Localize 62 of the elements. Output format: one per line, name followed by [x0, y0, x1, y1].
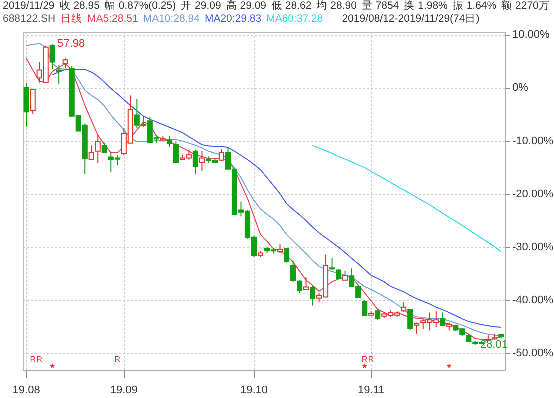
candlestick	[408, 309, 414, 331]
candlestick	[173, 141, 179, 164]
candlestick	[50, 44, 56, 70]
annotation: 28.01	[480, 339, 508, 352]
text: 开 29.09	[181, 0, 222, 13]
annotation: R	[36, 354, 43, 364]
text: 换 1.98%	[404, 0, 448, 13]
text: MA60:37.28	[266, 13, 324, 26]
candlestick	[95, 134, 101, 164]
y-tick-label: 10.00%	[512, 29, 550, 42]
candlestick	[166, 136, 172, 148]
x-tick-label: 19.08	[12, 384, 40, 396]
text: MA10:28.94	[143, 13, 200, 26]
candlestick	[414, 322, 420, 334]
candlestick	[401, 302, 407, 313]
candlestick	[304, 276, 310, 290]
text: MA5:28.51	[88, 13, 138, 26]
candlestick	[342, 270, 348, 281]
text: 日线	[60, 13, 83, 26]
candlestick	[199, 150, 205, 172]
candlestick	[375, 309, 381, 321]
text: 2019/11/29	[3, 0, 55, 13]
text: 量 7854	[362, 0, 400, 13]
y-tick-label: -10.00%	[512, 135, 554, 148]
y-tick-label: -40.00%	[512, 294, 554, 306]
candlestick	[336, 268, 342, 280]
chart-title: 688122.SH	[3, 13, 56, 26]
x-tick-label: 19.10	[240, 384, 268, 396]
candlestick	[440, 312, 446, 326]
candlestick	[330, 258, 336, 271]
candlestick	[30, 89, 36, 115]
candlestick	[218, 148, 224, 162]
text: 均 28.90	[316, 0, 357, 13]
annotation: R	[30, 354, 36, 364]
chart-subtitle: 2019/08/12-2019/11/29(74日)	[342, 13, 480, 26]
candlestick	[284, 247, 290, 264]
x-tick-label: 19.11	[358, 384, 385, 396]
text: 额 2270万	[502, 0, 550, 13]
candlestick	[310, 284, 316, 306]
candlestick	[62, 58, 68, 70]
text: MA20:29.83	[204, 13, 262, 26]
annotation: R	[368, 354, 374, 364]
candlestick	[56, 64, 62, 86]
annotation: 57.98	[58, 38, 86, 50]
line-series	[312, 145, 502, 253]
annotation: R	[114, 354, 121, 364]
candlestick	[277, 244, 284, 254]
annotation: R	[362, 354, 368, 364]
candlestick	[88, 144, 94, 160]
y-tick-label: -50.00%	[512, 348, 554, 360]
text: 振 1.64%	[452, 0, 497, 13]
text: 收 28.95	[60, 0, 100, 13]
text: 高 29.09	[226, 0, 267, 13]
candlestick	[102, 142, 108, 153]
text: 幅 0.87%(0.25)	[104, 0, 176, 13]
candlestick	[362, 299, 368, 316]
candlestick	[192, 149, 198, 175]
y-tick-label: -30.00%	[512, 241, 554, 254]
text: 低 28.62	[272, 0, 312, 13]
y-tick-label: 0%	[512, 82, 529, 94]
y-tick-label: -20.00%	[512, 188, 554, 200]
x-tick-label: 19.09	[110, 384, 138, 396]
